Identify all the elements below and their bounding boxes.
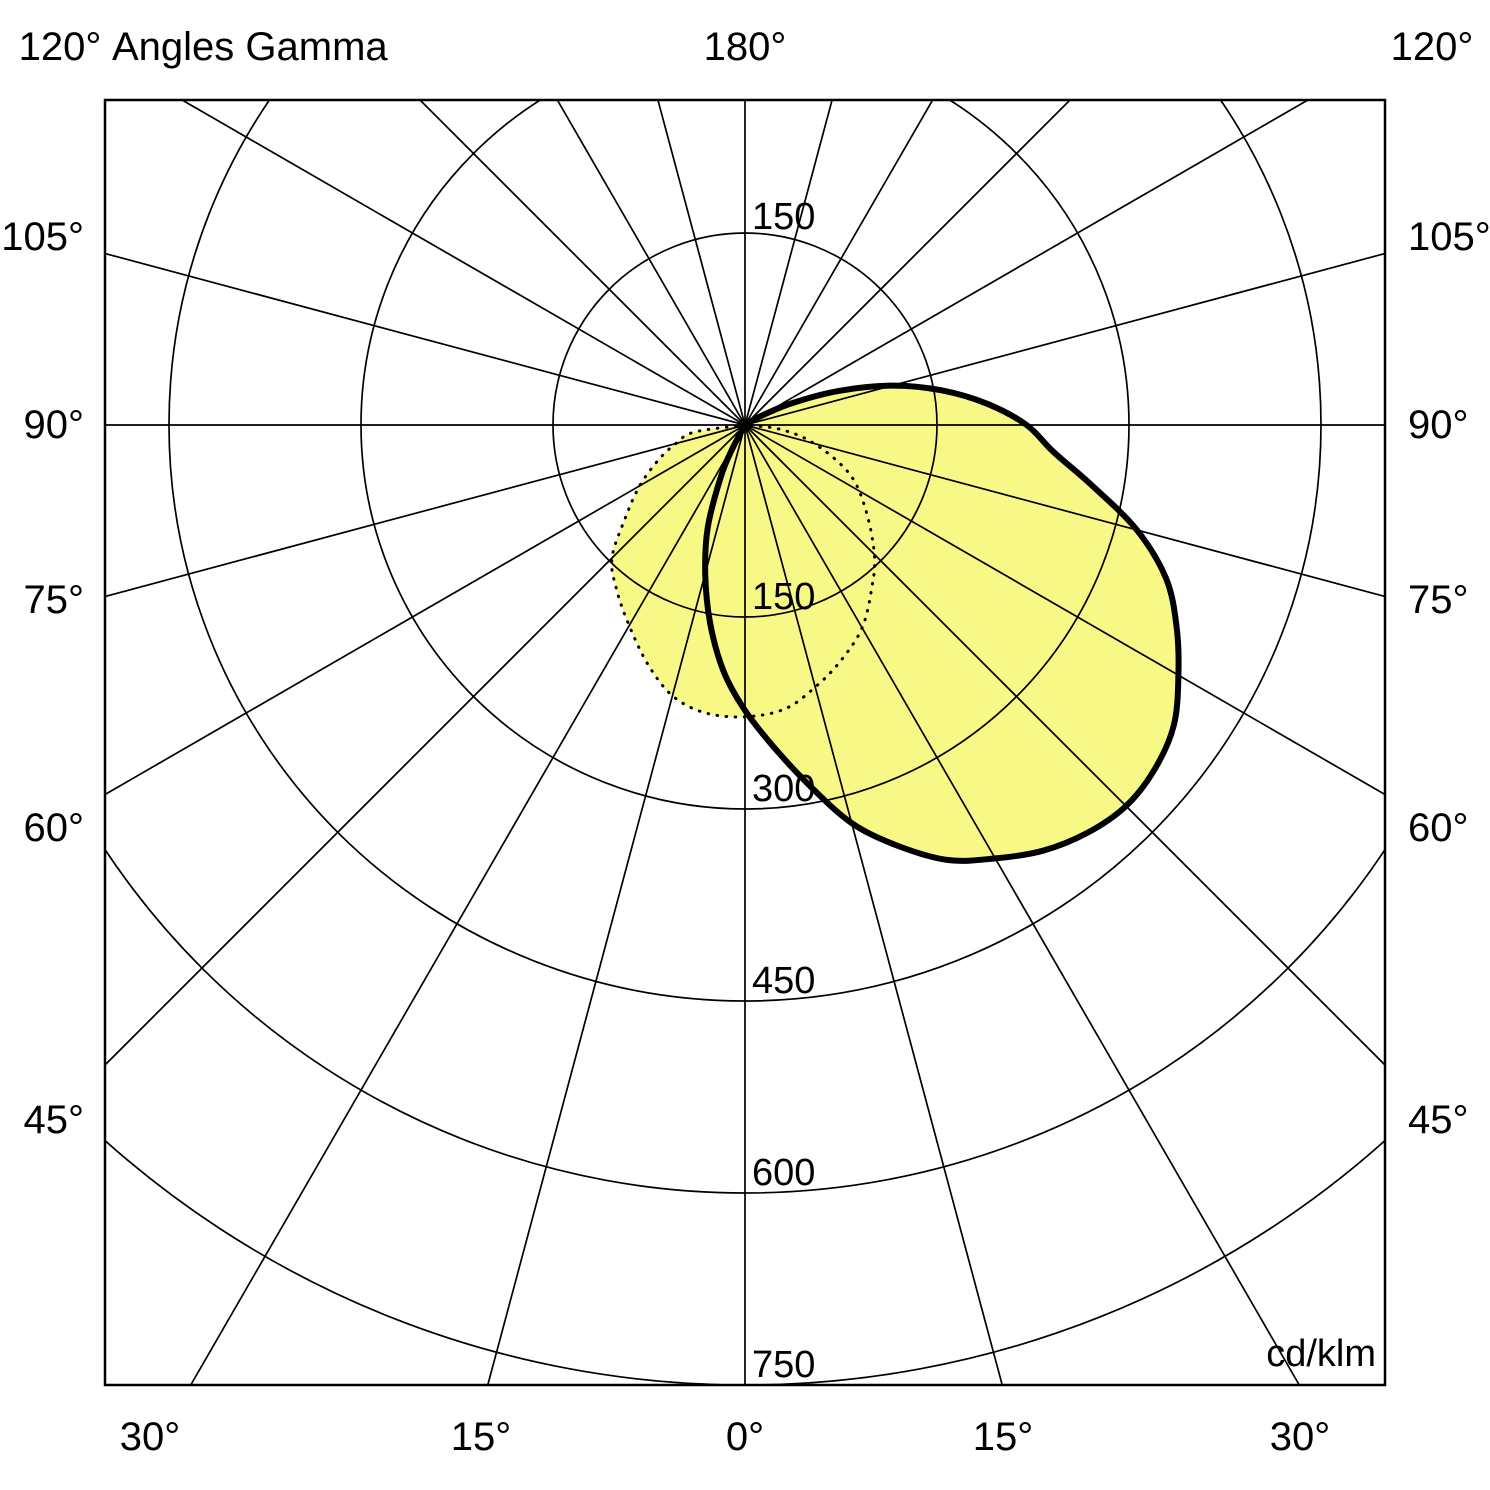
grid-ray-135deg	[744, 100, 1072, 426]
gamma-label-45-right: 45°	[1408, 1098, 1469, 1142]
curve-c0-c180-solid	[702, 382, 1182, 864]
grid-ray-105deg	[744, 252, 1385, 426]
grid-ray-120deg	[744, 100, 1310, 426]
grid-ray-150deg	[744, 100, 934, 426]
gamma-label-75-left: 75°	[24, 578, 85, 622]
gamma-label-90-left: 90°	[24, 403, 85, 447]
grid-ray-60deg	[744, 424, 1385, 796]
gamma-label-90-right: 90°	[1408, 403, 1469, 447]
grid-ray-285deg	[105, 424, 746, 598]
radial-label-300: 300	[752, 768, 815, 810]
gamma-label-180-top: 180°	[704, 25, 787, 69]
gamma-label-105-left: 105°	[1, 215, 84, 259]
grid-ray-345deg	[486, 424, 746, 1385]
gamma-label-bottom-0: 0°	[726, 1415, 764, 1459]
grid-ray-300deg	[105, 424, 746, 796]
grid-ray-255deg	[105, 252, 746, 426]
gamma-label-120-left: 120°	[19, 25, 102, 69]
gamma-label-bottom-30: 30°	[1270, 1415, 1331, 1459]
grid-ray-210deg	[556, 100, 746, 426]
grid-ray-30deg	[744, 424, 1301, 1385]
radial-label-750: 750	[752, 1344, 815, 1386]
plot-frame	[103, 98, 1387, 1387]
grid-ray-240deg	[180, 100, 746, 426]
grid-ray-225deg	[418, 100, 746, 426]
grid-ray-330deg	[189, 424, 746, 1385]
radial-label-150: 150	[752, 576, 815, 618]
radial-label-450: 450	[752, 960, 815, 1002]
grid-ray-15deg	[744, 424, 1004, 1385]
radial-label-150-top: 150	[752, 196, 815, 238]
chart-title: Angles Gamma	[112, 25, 388, 69]
gamma-label-120-right: 120°	[1391, 25, 1474, 69]
grid-ray-315deg	[105, 424, 746, 1067]
grid-ray-195deg	[657, 100, 746, 426]
gamma-label-105-right: 105°	[1408, 215, 1490, 259]
gamma-label-bottom-15: 15°	[973, 1415, 1034, 1459]
gamma-label-bottom-minus15: 15°	[451, 1415, 512, 1459]
grid-ray-165deg	[744, 100, 833, 426]
gamma-label-60-left: 60°	[24, 806, 85, 850]
gamma-label-60-right: 60°	[1408, 806, 1469, 850]
grid-ray-45deg	[744, 424, 1385, 1067]
gamma-label-bottom-minus30: 30°	[120, 1415, 181, 1459]
grid-ray-75deg	[744, 424, 1385, 598]
radial-label-600: 600	[752, 1152, 815, 1194]
unit-label: cd/klm	[1266, 1333, 1376, 1375]
curve-c90-c270-dotted	[610, 423, 877, 719]
gamma-label-75-right: 75°	[1408, 578, 1469, 622]
gamma-label-45-left: 45°	[24, 1098, 85, 1142]
